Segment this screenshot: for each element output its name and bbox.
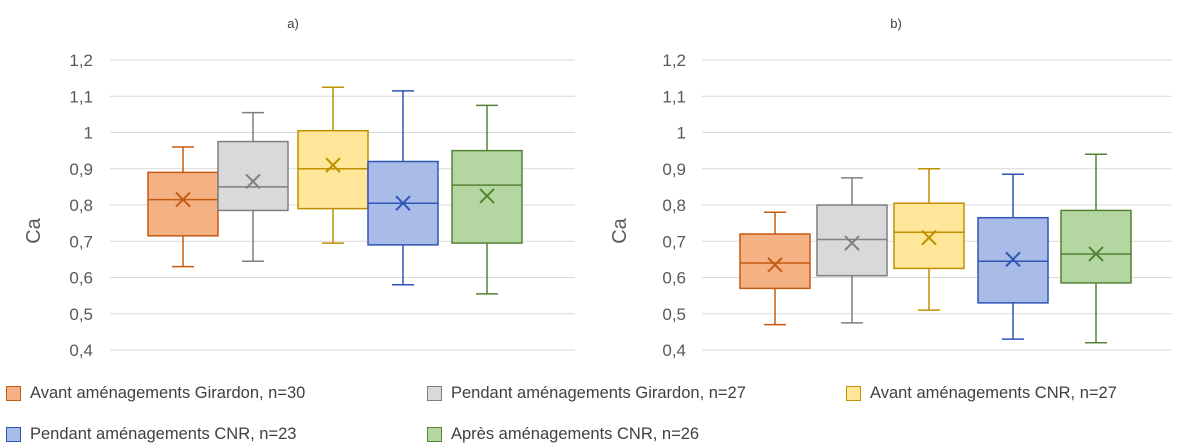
legend-item: Avant aménagements Girardon, n=30 [6,384,305,403]
y-tick-label: 1,1 [662,87,686,106]
mean-marker [767,257,783,273]
box-iqr [739,233,811,290]
y-tick-label: 0,9 [662,160,686,179]
legend-item: Pendant aménagements CNR, n=23 [6,425,296,444]
box-plot-charts: a) 0,4 0,5 0,6 0,7 0,8 0,9 1 1,1 1,2 Ca b) 0,4 0,5 0,6… [23,16,1172,360]
y-tick-label: 0,6 [662,269,686,288]
mean-marker [921,229,937,246]
mean-marker [245,173,261,190]
y-tick-label: 0,8 [69,196,93,215]
legend-label: Avant aménagements Girardon, n=30 [30,384,306,402]
y-tick-label: 0,6 [69,269,93,288]
box-3 [297,86,369,244]
box-iqr [893,202,965,270]
y-axis-label: Ca [23,217,45,243]
y-tick-label: 1 [84,124,93,143]
legend-label: Avant aménagements CNR, n=27 [870,384,1117,402]
y-tick-label: 0,7 [662,232,686,251]
box-1 [147,146,219,268]
box-2 [816,177,888,324]
y-tick-label: 0,9 [69,160,93,179]
y-tick-label: 1,1 [69,87,93,106]
chart-title: a) [287,16,299,31]
y-tick-label: 0,4 [662,341,686,360]
y-tick-label: 0,4 [69,341,93,360]
box-3 [893,168,965,311]
box-iqr [147,171,219,237]
box-iqr [1060,209,1132,284]
legend-label: Après aménagements CNR, n=26 [451,425,700,443]
legend-swatch [427,386,442,401]
legend: Avant aménagements Girardon, n=30 Pendan… [0,372,1199,447]
mean-marker [325,157,341,173]
mean-marker [844,235,860,251]
y-tick-label: 1,2 [69,51,93,70]
mean-marker [175,191,191,208]
legend-label: Pendant aménagements CNR, n=23 [30,425,297,443]
box-5 [451,104,523,295]
mean-marker [395,195,411,211]
chart-title: b) [890,16,902,31]
legend-item: Après aménagements CNR, n=26 [427,425,699,444]
y-tick-label: 0,5 [662,305,686,324]
legend-swatch [6,427,21,442]
y-tick-label: 1,2 [662,51,686,70]
legend-swatch [846,386,861,401]
legend-swatch [6,386,21,401]
box-1 [739,211,811,326]
y-tick-label: 0,5 [69,305,93,324]
mean-marker [1088,246,1104,262]
legend-item: Avant aménagements CNR, n=27 [846,384,1117,403]
box-4 [977,173,1049,340]
y-tick-label: 1 [677,124,686,143]
box-5 [1060,153,1132,344]
mean-marker [1005,251,1021,268]
chart-panel: b) 0,4 0,5 0,6 0,7 0,8 0,9 1 1,1 1,2 Ca [609,16,1172,360]
box-4 [367,90,439,286]
box-iqr [217,140,289,212]
legend-item: Pendant aménagements Girardon, n=27 [427,384,746,403]
legend-swatch [427,427,442,442]
box-iqr [297,129,369,210]
y-tick-label: 0,8 [662,196,686,215]
mean-marker [479,188,495,204]
box-iqr [816,204,888,277]
legend-label: Pendant aménagements Girardon, n=27 [451,384,746,402]
y-tick-label: 0,7 [69,232,93,251]
y-axis-label: Ca [609,217,631,243]
box-2 [217,111,289,262]
chart-panel: a) 0,4 0,5 0,6 0,7 0,8 0,9 1 1,1 1,2 Ca [23,16,575,360]
